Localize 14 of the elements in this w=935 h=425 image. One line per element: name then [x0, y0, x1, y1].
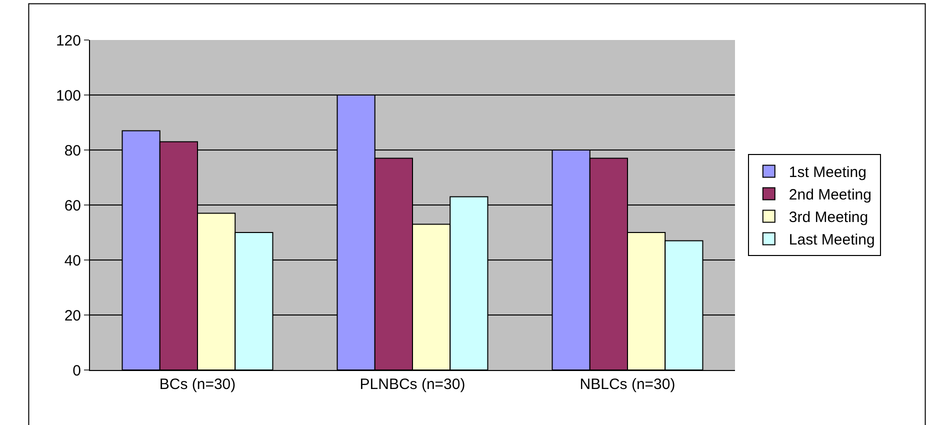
y-tick-label: 120: [56, 32, 81, 50]
x-tick-label: BCs (n=30): [159, 376, 236, 393]
y-tick-label: 40: [64, 252, 81, 270]
y-tick-label: 80: [64, 142, 81, 160]
legend-label: Last Meeting: [788, 232, 875, 249]
y-tick-label: 60: [64, 197, 81, 214]
legend-label: 3rd Meeting: [788, 209, 868, 226]
legend-label: 1st Meeting: [788, 164, 866, 182]
y-tick-label: 0: [72, 362, 81, 380]
legend-label: 2nd Meeting: [788, 186, 872, 204]
y-tick-label: 100: [56, 87, 81, 104]
y-tick-label: 20: [64, 307, 81, 324]
x-tick-label: NBLCs (n=30): [580, 376, 676, 393]
x-tick-label: PLNBCs (n=30): [360, 376, 466, 393]
